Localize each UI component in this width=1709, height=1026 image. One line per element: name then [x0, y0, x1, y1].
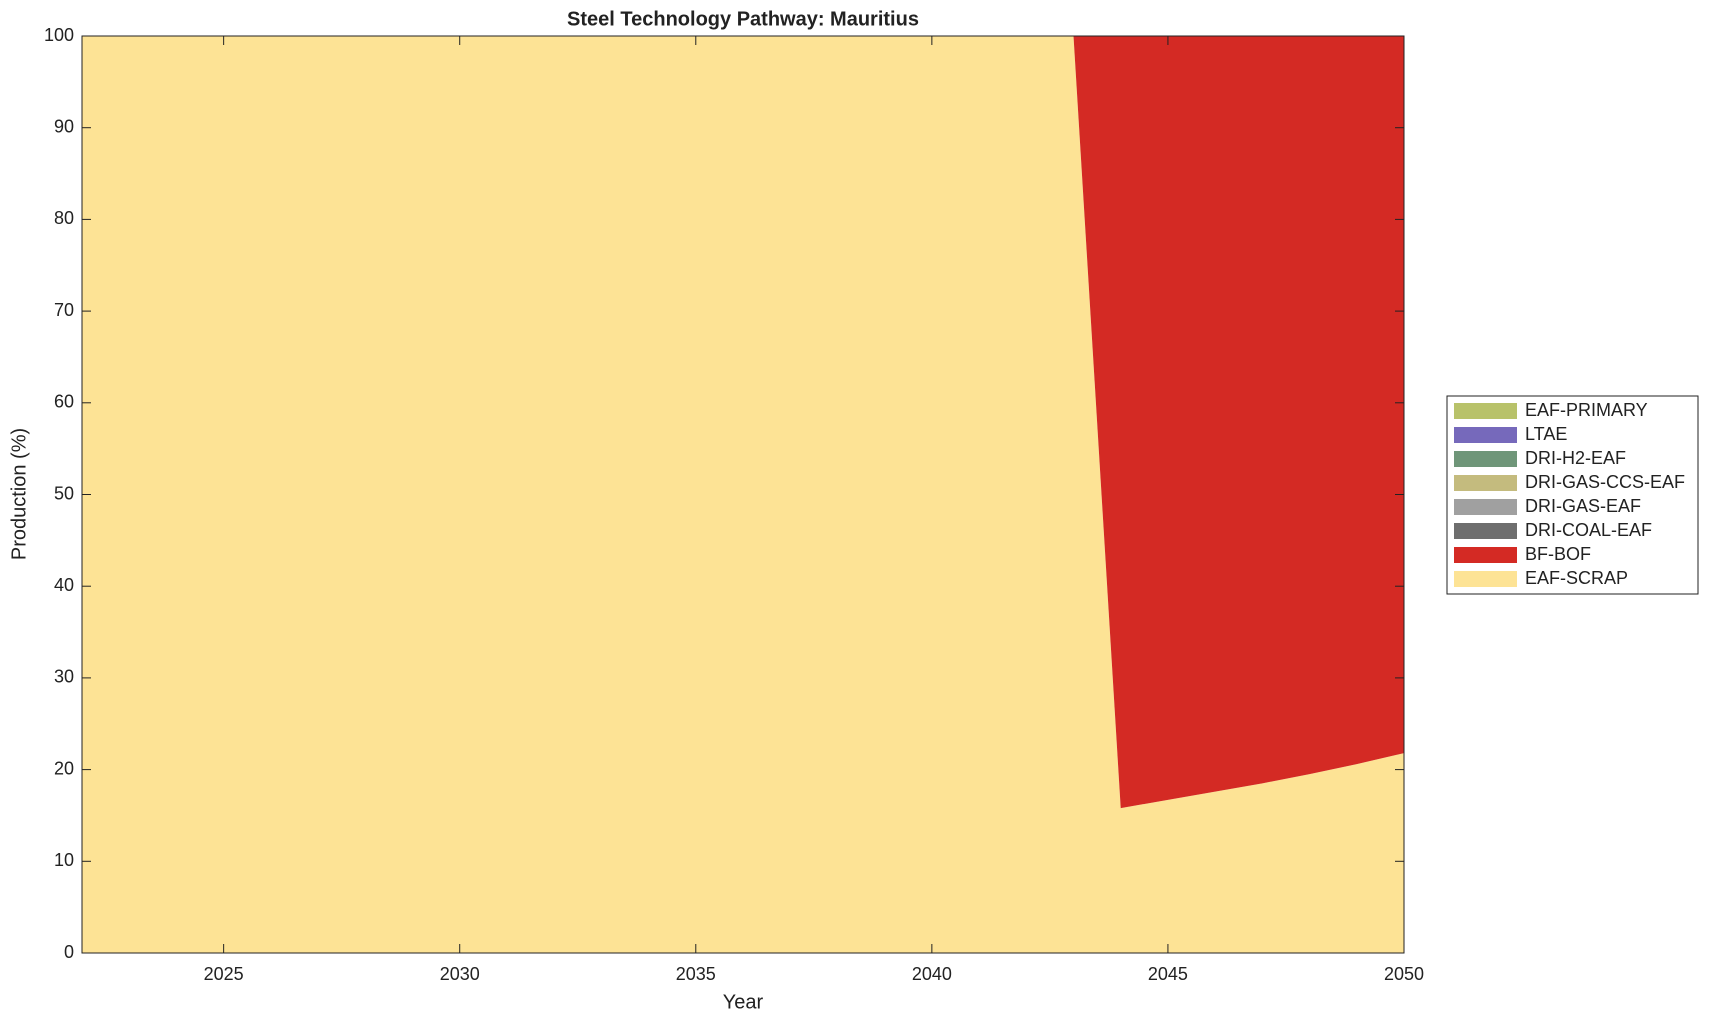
area — [82, 36, 1404, 953]
x-tick-label: 2030 — [440, 964, 480, 984]
legend-swatch — [1454, 523, 1517, 539]
legend-swatch — [1454, 451, 1517, 467]
y-tick-label: 10 — [54, 850, 74, 870]
y-tick-label: 50 — [54, 483, 74, 503]
legend-label: EAF-PRIMARY — [1525, 400, 1648, 420]
y-axis-label: Production (%) — [8, 428, 30, 560]
legend-swatch — [1454, 547, 1517, 563]
legend-label: DRI-GAS-CCS-EAF — [1525, 472, 1685, 492]
y-tick-label: 100 — [44, 25, 74, 45]
legend-swatch — [1454, 571, 1517, 587]
legend-swatch — [1454, 427, 1517, 443]
x-tick-label: 2045 — [1148, 964, 1188, 984]
legend-label: DRI-COAL-EAF — [1525, 520, 1652, 540]
legend-label: BF-BOF — [1525, 544, 1591, 564]
legend-label: LTAE — [1525, 424, 1567, 444]
y-tick-label: 40 — [54, 575, 74, 595]
y-tick-label: 90 — [54, 116, 74, 136]
y-tick-label: 30 — [54, 667, 74, 687]
y-tick-label: 60 — [54, 392, 74, 412]
y-tick-label: 20 — [54, 758, 74, 778]
legend-swatch — [1454, 475, 1517, 491]
legend-swatch — [1454, 403, 1517, 419]
x-tick-label: 2050 — [1384, 964, 1424, 984]
y-tick-label: 80 — [54, 208, 74, 228]
x-tick-label: 2025 — [204, 964, 244, 984]
x-tick-label: 2040 — [912, 964, 952, 984]
legend-label: EAF-SCRAP — [1525, 568, 1628, 588]
x-tick-label: 2035 — [676, 964, 716, 984]
chart-title: Steel Technology Pathway: Mauritius — [567, 8, 919, 30]
area — [82, 36, 1404, 809]
y-tick-label: 0 — [64, 942, 74, 962]
legend-label: DRI-H2-EAF — [1525, 448, 1626, 468]
legend-swatch — [1454, 499, 1517, 515]
legend-label: DRI-GAS-EAF — [1525, 496, 1641, 516]
x-axis-label: Year — [723, 991, 764, 1013]
y-tick-label: 70 — [54, 300, 74, 320]
